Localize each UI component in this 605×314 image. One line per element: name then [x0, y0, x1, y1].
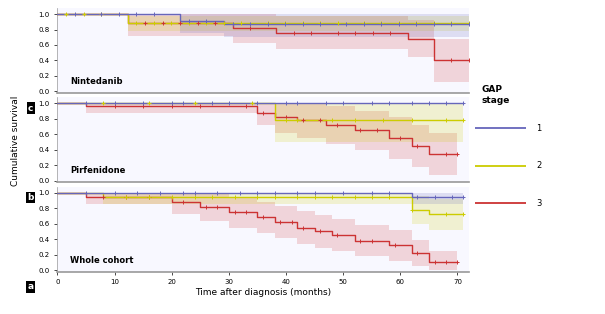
Text: Nintedanib: Nintedanib: [70, 77, 122, 86]
X-axis label: Time after diagnosis (months): Time after diagnosis (months): [195, 288, 332, 297]
Text: c: c: [28, 104, 33, 113]
Text: a: a: [28, 282, 34, 291]
Text: 1: 1: [536, 124, 541, 133]
Text: GAP
stage: GAP stage: [482, 85, 509, 105]
Text: b: b: [28, 193, 34, 202]
Text: Cumulative survival: Cumulative survival: [11, 96, 19, 187]
Text: 2: 2: [536, 161, 541, 170]
Text: Pirfenidone: Pirfenidone: [70, 166, 125, 176]
Text: Whole cohort: Whole cohort: [70, 256, 133, 265]
Text: 3: 3: [536, 199, 541, 208]
